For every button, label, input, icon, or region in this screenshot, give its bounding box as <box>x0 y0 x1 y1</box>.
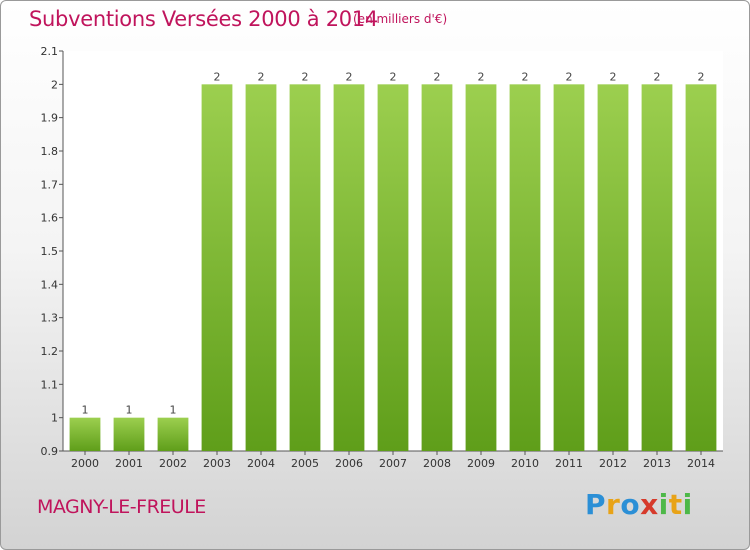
bars: 1 1 1 2 2 2 2 2 2 2 2 2 2 2 2 <box>69 70 717 451</box>
y-tick-label: 1 <box>51 412 58 425</box>
x-tick-label: 2014 <box>687 457 715 470</box>
bar-value-label: 1 <box>126 404 133 417</box>
bar <box>157 417 189 451</box>
commune-name: MAGNY-LE-FREULE <box>37 496 206 518</box>
x-tick-label: 2011 <box>555 457 583 470</box>
y-tick-label: 1.9 <box>41 112 59 125</box>
y-tick-label: 1.3 <box>41 312 59 325</box>
bar <box>245 84 277 451</box>
bar-value-label: 2 <box>566 70 573 83</box>
bar <box>289 84 321 451</box>
x-tick-label: 2007 <box>379 457 407 470</box>
bar-value-label: 2 <box>302 70 309 83</box>
y-tick-label: 1.7 <box>41 178 59 191</box>
x-tick-label: 2005 <box>291 457 319 470</box>
y-tick-label: 2.1 <box>41 45 59 58</box>
bar-value-label: 2 <box>610 70 617 83</box>
bar-value-label: 2 <box>698 70 705 83</box>
y-ticks: 0.9 1 1.1 1.2 1.3 1.4 1.5 1.6 1.7 1.8 1.9 2 2.1 <box>41 45 63 458</box>
x-tick-label: 2008 <box>423 457 451 470</box>
chart-subtitle: (en milliers d'€) <box>353 12 448 26</box>
bar <box>685 84 717 451</box>
bar-value-label: 2 <box>478 70 485 83</box>
bar <box>553 84 585 451</box>
chart-title: Subventions Versées 2000 à 2014 <box>29 7 378 31</box>
bar-value-label: 1 <box>82 404 89 417</box>
x-tick-label: 2010 <box>511 457 539 470</box>
x-tick-label: 2012 <box>599 457 627 470</box>
y-tick-label: 1.1 <box>41 378 59 391</box>
x-ticks: 2000 2001 2002 2003 2004 2005 2006 2007 2008 2009… <box>71 451 715 470</box>
bar-value-label: 2 <box>654 70 661 83</box>
x-tick-label: 2002 <box>159 457 187 470</box>
y-tick-label: 1.2 <box>41 345 59 358</box>
y-tick-label: 1.5 <box>41 245 59 258</box>
y-tick-label: 0.9 <box>41 445 59 458</box>
bar <box>421 84 453 451</box>
bar-value-label: 2 <box>346 70 353 83</box>
x-tick-label: 2001 <box>115 457 143 470</box>
x-tick-label: 2000 <box>71 457 99 470</box>
proxiti-logo: Proxiti <box>585 488 693 521</box>
bar-value-label: 2 <box>434 70 441 83</box>
bar <box>597 84 629 451</box>
bar-value-label: 2 <box>214 70 221 83</box>
bar-value-label: 2 <box>390 70 397 83</box>
bar <box>509 84 541 451</box>
y-tick-label: 1.8 <box>41 145 59 158</box>
bar-value-label: 2 <box>522 70 529 83</box>
x-tick-label: 2006 <box>335 457 363 470</box>
bar <box>377 84 409 451</box>
bar-value-label: 2 <box>258 70 265 83</box>
bar <box>465 84 497 451</box>
x-tick-label: 2009 <box>467 457 495 470</box>
bar <box>69 417 101 451</box>
x-tick-label: 2003 <box>203 457 231 470</box>
bar <box>641 84 673 451</box>
bar-value-label: 1 <box>170 404 177 417</box>
y-tick-label: 1.4 <box>41 278 59 291</box>
y-tick-label: 1.6 <box>41 212 59 225</box>
x-tick-label: 2013 <box>643 457 671 470</box>
x-tick-label: 2004 <box>247 457 275 470</box>
y-tick-label: 2 <box>51 78 58 91</box>
bar <box>201 84 233 451</box>
bar <box>113 417 145 451</box>
bar <box>333 84 365 451</box>
